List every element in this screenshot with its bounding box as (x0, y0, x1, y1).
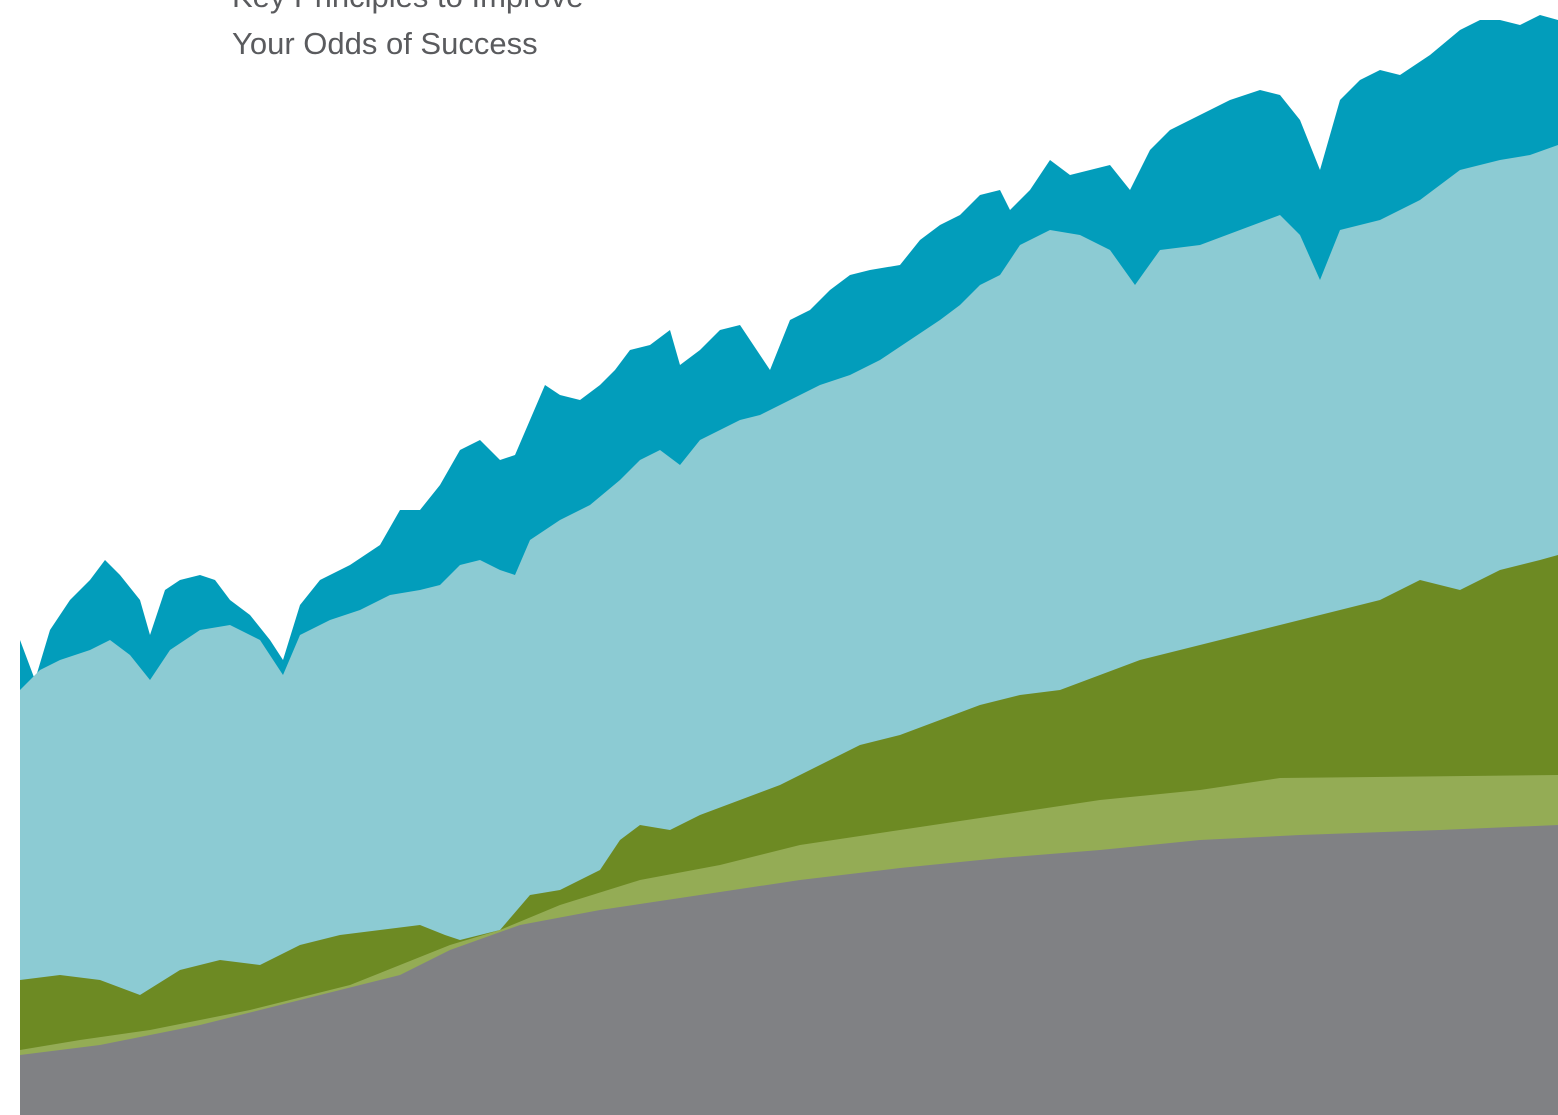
grey-layer (20, 825, 1558, 1115)
title-line: Key Principles to Improve (232, 0, 583, 14)
title-line: Your Odds of Success (232, 26, 538, 61)
